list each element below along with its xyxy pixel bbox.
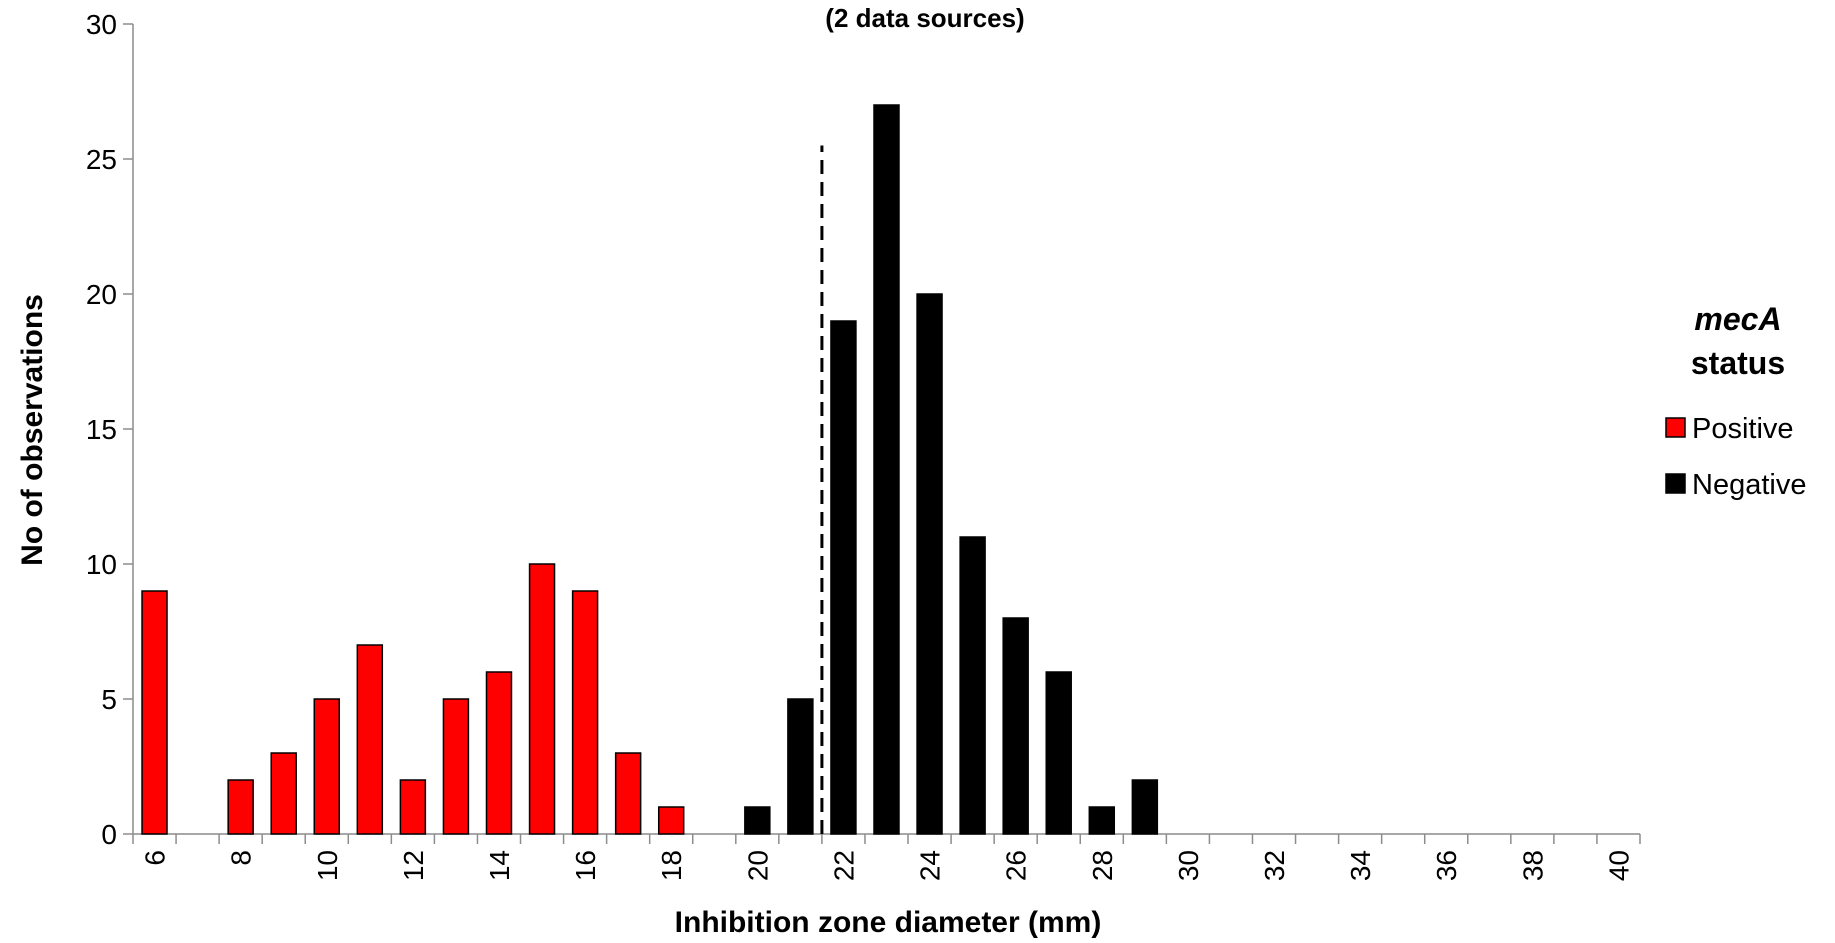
legend-title-italic: mecA [1694, 301, 1781, 337]
bar-positive-13 [442, 698, 470, 835]
bar-negative-27 [1045, 671, 1072, 835]
x-tick-label: 30 [1173, 850, 1204, 881]
bar-negative-29 [1131, 779, 1159, 835]
bars [141, 104, 1159, 835]
y-tick-label: 25 [86, 144, 117, 175]
x-tick-label: 32 [1259, 850, 1290, 881]
y-tick-label: 15 [86, 414, 117, 445]
chart-title: (2 data sources) [825, 3, 1024, 33]
legend-swatch-positive [1665, 417, 1686, 438]
bar-positive-12 [399, 779, 427, 835]
x-tick-label: 18 [656, 850, 687, 881]
y-tick-label: 0 [101, 819, 117, 850]
bar-positive-16 [571, 590, 599, 835]
x-tick-label: 38 [1517, 850, 1548, 881]
x-tick-label: 10 [312, 850, 343, 881]
bar-positive-18 [657, 806, 685, 835]
x-tick-label: 6 [140, 850, 171, 866]
x-tick-label: 8 [226, 850, 257, 866]
bar-negative-22 [830, 320, 857, 835]
legend: mecA status Positive Negative [1665, 301, 1806, 501]
bar-positive-11 [356, 644, 384, 835]
x-tick-label: 24 [915, 850, 946, 881]
x-tick-label: 22 [828, 850, 859, 881]
y-tick-label: 30 [86, 9, 117, 40]
bar-positive-9 [270, 752, 297, 835]
x-tick-label: 14 [484, 850, 515, 881]
bar-positive-10 [313, 698, 340, 835]
bar-negative-24 [916, 293, 943, 835]
x-tick-label: 40 [1603, 850, 1634, 881]
legend-label-positive: Positive [1692, 413, 1794, 445]
bar-negative-21 [787, 698, 814, 835]
x-tick-label: 34 [1345, 850, 1376, 881]
bar-positive-6 [141, 590, 168, 835]
bar-positive-15 [528, 563, 556, 835]
y-axis: 0 5 10 15 20 25 30 [86, 9, 134, 850]
bar-negative-23 [873, 104, 900, 835]
legend-title-status: status [1691, 345, 1785, 381]
bar-negative-28 [1088, 806, 1116, 835]
bar-positive-8 [227, 779, 254, 835]
y-axis-title: No of observations [16, 294, 49, 566]
x-tick-label: 20 [742, 850, 773, 881]
x-tick-label: 12 [398, 850, 429, 881]
y-tick-label: 5 [101, 684, 117, 715]
x-tick-label: 28 [1087, 850, 1118, 881]
bar-positive-14 [485, 671, 513, 835]
bar-positive-17 [614, 752, 642, 835]
x-tick-label: 16 [570, 850, 601, 881]
y-tick-label: 10 [86, 549, 117, 580]
x-axis: 6 8 10 12 14 16 18 20 22 24 26 28 30 32 34 36 38 40 [132, 833, 1641, 881]
bar-negative-20 [744, 806, 771, 835]
y-tick-label: 20 [86, 279, 117, 310]
x-tick-label: 36 [1431, 850, 1462, 881]
x-axis-title: Inhibition zone diameter (mm) [675, 906, 1102, 939]
bar-negative-25 [959, 536, 986, 835]
legend-label-negative: Negative [1692, 469, 1806, 501]
x-tick-label: 26 [1001, 850, 1032, 881]
bar-negative-26 [1002, 617, 1029, 835]
legend-swatch-negative [1665, 473, 1686, 494]
